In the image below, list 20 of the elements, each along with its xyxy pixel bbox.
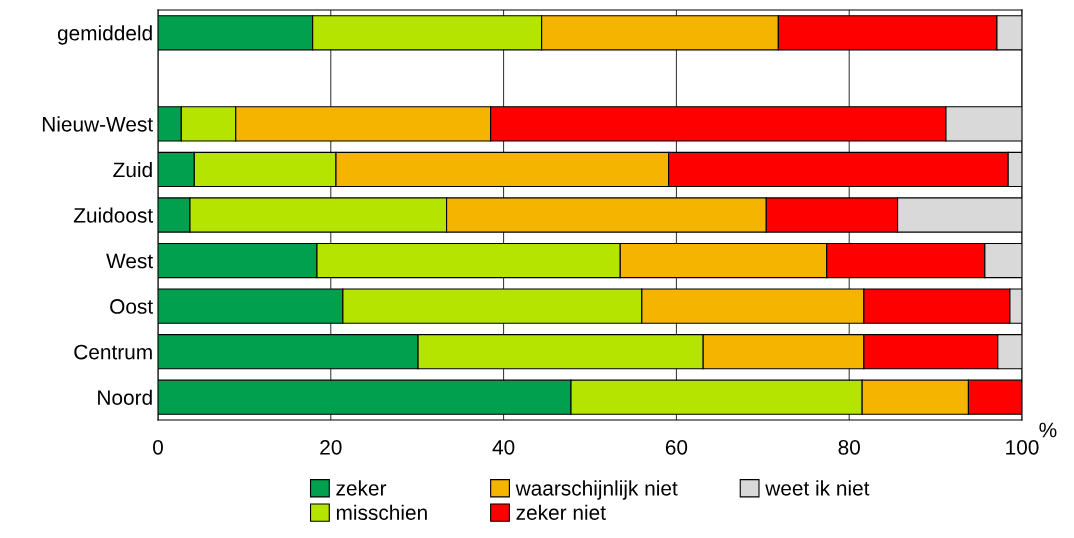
legend-label: waarschijnlijk niet [515,480,678,500]
x-tick-label: 40 [492,439,515,455]
y-tick-label: Nieuw-West [42,116,153,132]
legend-label: zeker [336,480,387,496]
y-tick-label: Zuid [113,161,152,178]
x-tick-label: 80 [838,439,860,455]
y-tick-label: West [106,253,153,269]
x-tick-label: 100 [1006,439,1039,455]
x-tick-label: 0 [153,439,163,455]
y-tick-label: Oost [110,299,153,314]
x-tick-label: 60 [665,439,688,455]
y-tick-label: Noord [98,389,152,405]
y-tick-label: Centrum [74,344,152,360]
legend-label: misschien [336,504,427,520]
x-axis-title: % [1039,422,1057,438]
legend-label: weet ik niet [765,480,870,496]
x-tick-label: 20 [320,439,342,455]
y-tick-label: Zuidoost [73,207,153,223]
legend-label: zeker niet [516,504,606,520]
y-tick-label: gemiddeld [57,25,152,45]
